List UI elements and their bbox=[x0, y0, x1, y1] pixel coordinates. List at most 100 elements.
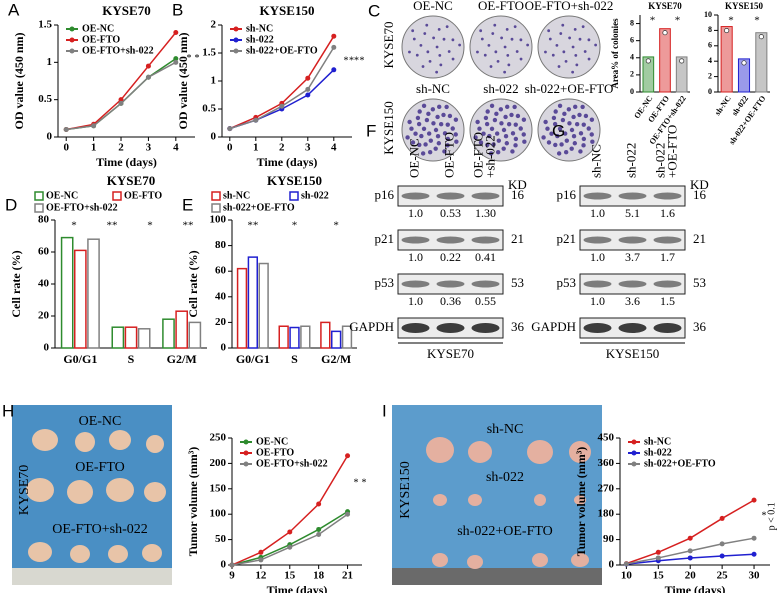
lane-label: sh-022 bbox=[623, 143, 638, 178]
colony-dot bbox=[506, 53, 510, 57]
colony-dot bbox=[568, 36, 572, 40]
ratio: 5.1 bbox=[625, 206, 640, 220]
colony-dot bbox=[435, 70, 439, 74]
colony-dot bbox=[451, 38, 455, 42]
data-point bbox=[331, 33, 337, 39]
panel-letter: G bbox=[552, 121, 565, 140]
y-tick-label: 2 bbox=[630, 70, 634, 79]
colony-dot bbox=[476, 50, 479, 54]
y-tick-label: 50 bbox=[215, 533, 227, 545]
chart-title: KYSE150 bbox=[267, 173, 322, 188]
data-point bbox=[331, 44, 337, 50]
colony-dot bbox=[559, 142, 564, 147]
colony-dot bbox=[484, 121, 490, 127]
bar bbox=[675, 56, 688, 93]
colony-dot bbox=[423, 142, 428, 147]
colony-dot bbox=[435, 114, 440, 120]
legend-label: sh-022 bbox=[644, 447, 672, 458]
y-tick-label: 1 bbox=[211, 75, 217, 87]
data-point bbox=[118, 97, 124, 103]
colony-dot bbox=[572, 141, 578, 146]
x-tick-label: 1 bbox=[253, 142, 259, 154]
data-point bbox=[305, 86, 311, 92]
colony-dot bbox=[491, 142, 496, 147]
colony-dot bbox=[553, 142, 558, 148]
legend-marker bbox=[631, 450, 637, 456]
colony-dot bbox=[492, 117, 498, 123]
colony-dot bbox=[506, 122, 512, 127]
legend-label: OE-FTO+sh-022 bbox=[82, 45, 154, 56]
band bbox=[471, 236, 500, 244]
legend-label: sh-022+OE-FTO bbox=[644, 458, 716, 469]
y-axis-label: Tumor volume (mm³) bbox=[186, 447, 200, 557]
row-label: p53 bbox=[375, 275, 395, 290]
colony-dot bbox=[557, 65, 561, 68]
band bbox=[401, 192, 430, 200]
legend-label: sh-022+OE-FTO bbox=[246, 45, 318, 56]
row-label: p16 bbox=[557, 187, 577, 202]
colony-dot bbox=[409, 126, 414, 131]
colony-dot bbox=[454, 139, 459, 144]
colony-dot bbox=[481, 131, 486, 136]
cell-line: KYSE70 bbox=[17, 465, 32, 516]
plate bbox=[537, 15, 601, 79]
colony-dot bbox=[581, 143, 586, 148]
colony-dot bbox=[419, 43, 423, 47]
y-tick-label: 0 bbox=[221, 342, 227, 354]
colony-dot bbox=[433, 127, 439, 133]
colony-dot bbox=[543, 119, 548, 125]
bar bbox=[300, 325, 311, 349]
ruler bbox=[12, 568, 172, 585]
colony-dot bbox=[589, 117, 595, 122]
lane-label: OE-FTO bbox=[441, 132, 456, 178]
data-point bbox=[751, 551, 757, 557]
bar bbox=[755, 32, 768, 93]
colony-dot bbox=[473, 135, 478, 140]
colony-dot bbox=[586, 126, 591, 131]
y-tick-label: 180 bbox=[598, 508, 615, 520]
y-tick-label: 80 bbox=[38, 214, 50, 226]
lane-label: sh-022 bbox=[652, 143, 667, 178]
row-label: KYSE150 bbox=[381, 101, 396, 154]
significance: * bbox=[360, 56, 365, 67]
colony-dot bbox=[445, 122, 450, 127]
bar bbox=[737, 58, 751, 93]
x-tick-label: G0/G1 bbox=[63, 352, 97, 366]
colony-dot bbox=[487, 133, 492, 139]
x-axis-label: Time (days) bbox=[96, 155, 157, 169]
row-label: p21 bbox=[557, 231, 577, 246]
bar bbox=[73, 249, 87, 349]
colony-dot bbox=[425, 23, 429, 27]
colony-dot bbox=[503, 114, 508, 120]
significance: * bbox=[344, 56, 349, 67]
data-point bbox=[258, 549, 264, 555]
legend-label: OE-FTO+sh-022 bbox=[46, 202, 118, 213]
colony-dot bbox=[496, 59, 500, 63]
data-point bbox=[645, 58, 651, 64]
colony-dot bbox=[427, 150, 433, 155]
panel-letter: F bbox=[366, 121, 376, 140]
y-tick-label: 90 bbox=[603, 533, 615, 545]
colony-dot bbox=[412, 37, 416, 41]
legend-marker bbox=[631, 461, 637, 467]
bar bbox=[188, 321, 202, 349]
group-label: sh-022+OE-FTO bbox=[457, 524, 553, 539]
data-point bbox=[679, 58, 685, 64]
ratio: 1.0 bbox=[408, 250, 423, 264]
colony-dot bbox=[442, 37, 446, 41]
x-tick-label: G0/G1 bbox=[236, 352, 270, 366]
y-tick-label: 0 bbox=[221, 559, 227, 571]
data-point bbox=[687, 548, 693, 554]
colony-dot bbox=[541, 135, 546, 140]
band bbox=[583, 192, 612, 200]
y-tick-label: 4 bbox=[630, 53, 634, 62]
colony-dot bbox=[519, 57, 523, 61]
colony-dot bbox=[583, 113, 589, 119]
colony-dot bbox=[489, 103, 495, 109]
colony-dot bbox=[432, 36, 436, 40]
colony-dot bbox=[562, 131, 568, 136]
band bbox=[618, 280, 647, 288]
colony-dot bbox=[410, 140, 416, 145]
colony-dot bbox=[435, 133, 441, 139]
kd-value: 36 bbox=[511, 319, 525, 334]
